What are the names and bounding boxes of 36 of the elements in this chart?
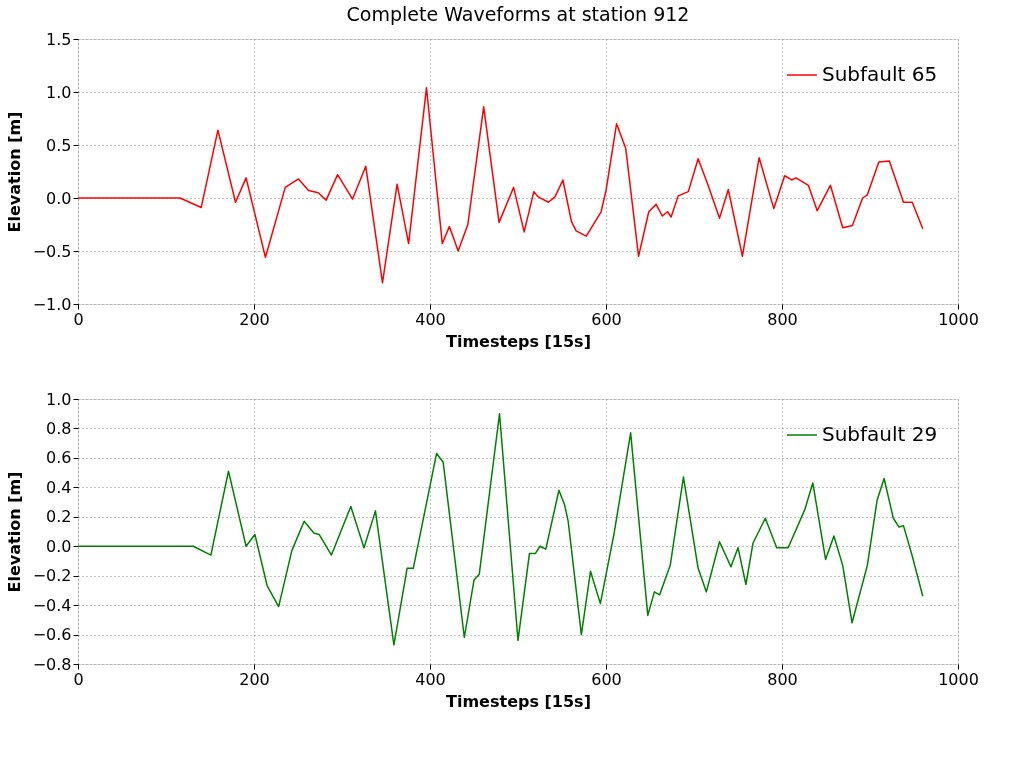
- y-tick-label: 0.4: [46, 477, 72, 497]
- x-tick-label: 200: [239, 309, 270, 329]
- y-tick-label: −0.6: [32, 625, 72, 645]
- y-tick-label: 0.0: [46, 188, 72, 208]
- x-tick-label: 800: [767, 669, 798, 689]
- y-tick-label: −1.0: [32, 294, 72, 314]
- y-tick-label: −0.2: [32, 566, 72, 586]
- x-tick-label: 400: [415, 309, 446, 329]
- y-tick-label: 1.5: [46, 29, 72, 49]
- y-tick-label: 1.0: [46, 82, 72, 102]
- x-tick-label: 1000: [938, 309, 979, 329]
- chart-title: Complete Waveforms at station 912: [346, 3, 690, 25]
- legend-label: Subfault 29: [822, 422, 938, 446]
- y-axis-title: Elevation [m]: [4, 471, 24, 593]
- x-tick-label: 0: [73, 309, 84, 329]
- x-tick-label: 800: [767, 309, 798, 329]
- x-axis-title: Timesteps [15s]: [446, 691, 591, 711]
- x-tick-label: 0: [73, 669, 84, 689]
- legend-label: Subfault 65: [822, 62, 938, 86]
- y-axis-title: Elevation [m]: [4, 111, 24, 233]
- x-tick-label: 200: [239, 669, 270, 689]
- y-tick-label: 0.0: [46, 536, 72, 556]
- y-tick-label: 0.5: [46, 135, 72, 155]
- y-tick-label: −0.5: [32, 241, 72, 261]
- x-tick-label: 600: [591, 669, 622, 689]
- x-tick-label: 600: [591, 309, 622, 329]
- line-series: [77, 87, 924, 284]
- y-tick-label: 0.6: [46, 448, 72, 468]
- y-tick-label: −0.4: [32, 595, 72, 615]
- y-tick-label: 1.0: [46, 389, 72, 409]
- x-axis-title: Timesteps [15s]: [446, 331, 591, 351]
- y-tick-label: −0.8: [32, 654, 72, 674]
- y-tick-label: 0.8: [46, 418, 72, 438]
- x-tick-label: 400: [415, 669, 446, 689]
- y-tick-label: 0.2: [46, 507, 72, 527]
- x-tick-label: 1000: [938, 669, 979, 689]
